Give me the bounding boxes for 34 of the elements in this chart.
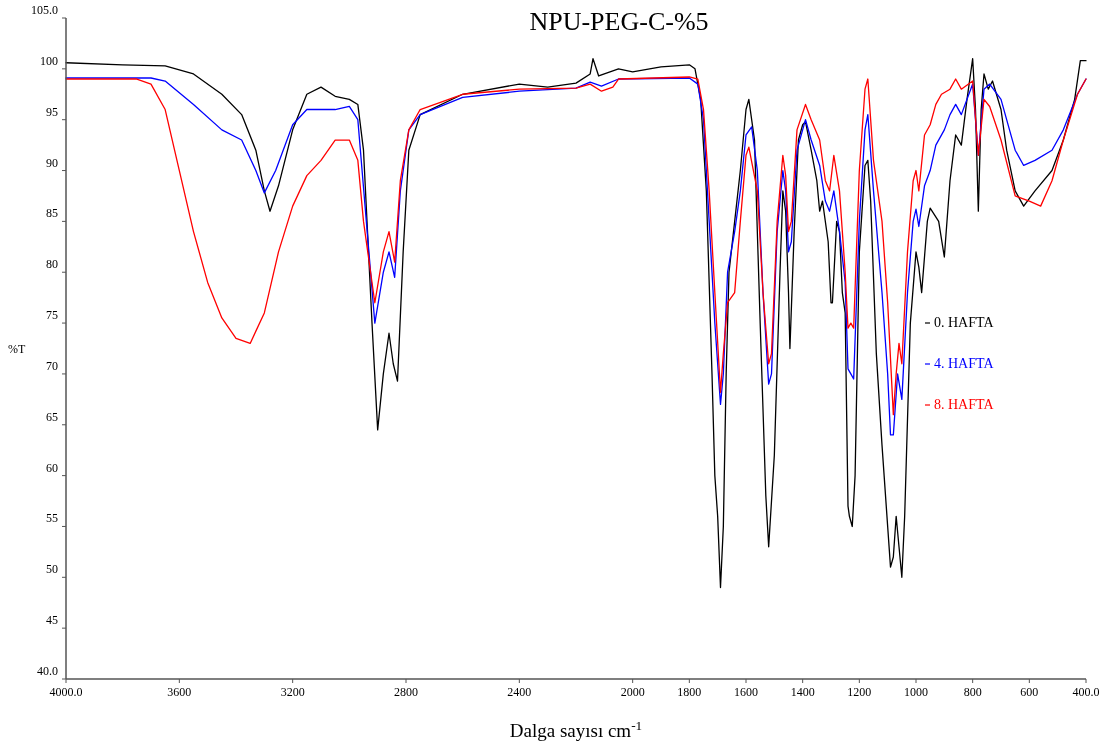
x-tick-label: 1600 <box>734 685 758 699</box>
y-tick-label: 100 <box>40 53 58 68</box>
y-tick-label: 95 <box>46 104 58 119</box>
legend-label: 0. HAFTA <box>934 315 995 330</box>
x-tick-label: 600 <box>1020 685 1039 699</box>
x-tick-label: 4000.0 <box>49 685 83 699</box>
y-tick-label: 70 <box>46 358 58 373</box>
y-axis-title: %T <box>8 341 26 356</box>
x-tick-label: 2800 <box>394 685 418 699</box>
y-tick-label: 60 <box>46 460 58 475</box>
x-tick-label: 3600 <box>167 685 192 699</box>
y-tick-label: 75 <box>46 308 58 323</box>
x-tick-label: 3200 <box>280 685 305 699</box>
y-tick-label: 85 <box>46 206 58 221</box>
y-tick-label: 65 <box>46 409 58 424</box>
x-tick-label: 2400 <box>507 685 532 699</box>
y-tick-label: 40.0 <box>37 664 58 678</box>
y-tick-label: 90 <box>46 155 58 170</box>
x-axis-title: Dalga sayısı cm$^{-1}$ <box>509 717 643 741</box>
y-tick-label: 105.0 <box>31 3 58 17</box>
legend-label: 4. HAFTA <box>934 356 995 371</box>
y-tick-label: 50 <box>46 562 58 577</box>
x-tick-label: 1800 <box>677 685 702 699</box>
x-tick-label: 1200 <box>847 685 872 699</box>
y-tick-label: 80 <box>46 257 58 272</box>
y-tick-label: 55 <box>46 511 58 526</box>
legend-label: 8. HAFTA <box>934 397 995 412</box>
x-tick-label: 1400 <box>790 685 815 699</box>
x-tick-label: 800 <box>963 685 982 699</box>
x-tick-label: 2000 <box>620 685 645 699</box>
x-tick-label: 1000 <box>904 685 928 699</box>
y-tick-label: 45 <box>46 613 58 628</box>
x-tick-label: 400.0 <box>1072 685 1100 699</box>
chart-title: NPU-PEG-C-%5 <box>529 7 709 36</box>
